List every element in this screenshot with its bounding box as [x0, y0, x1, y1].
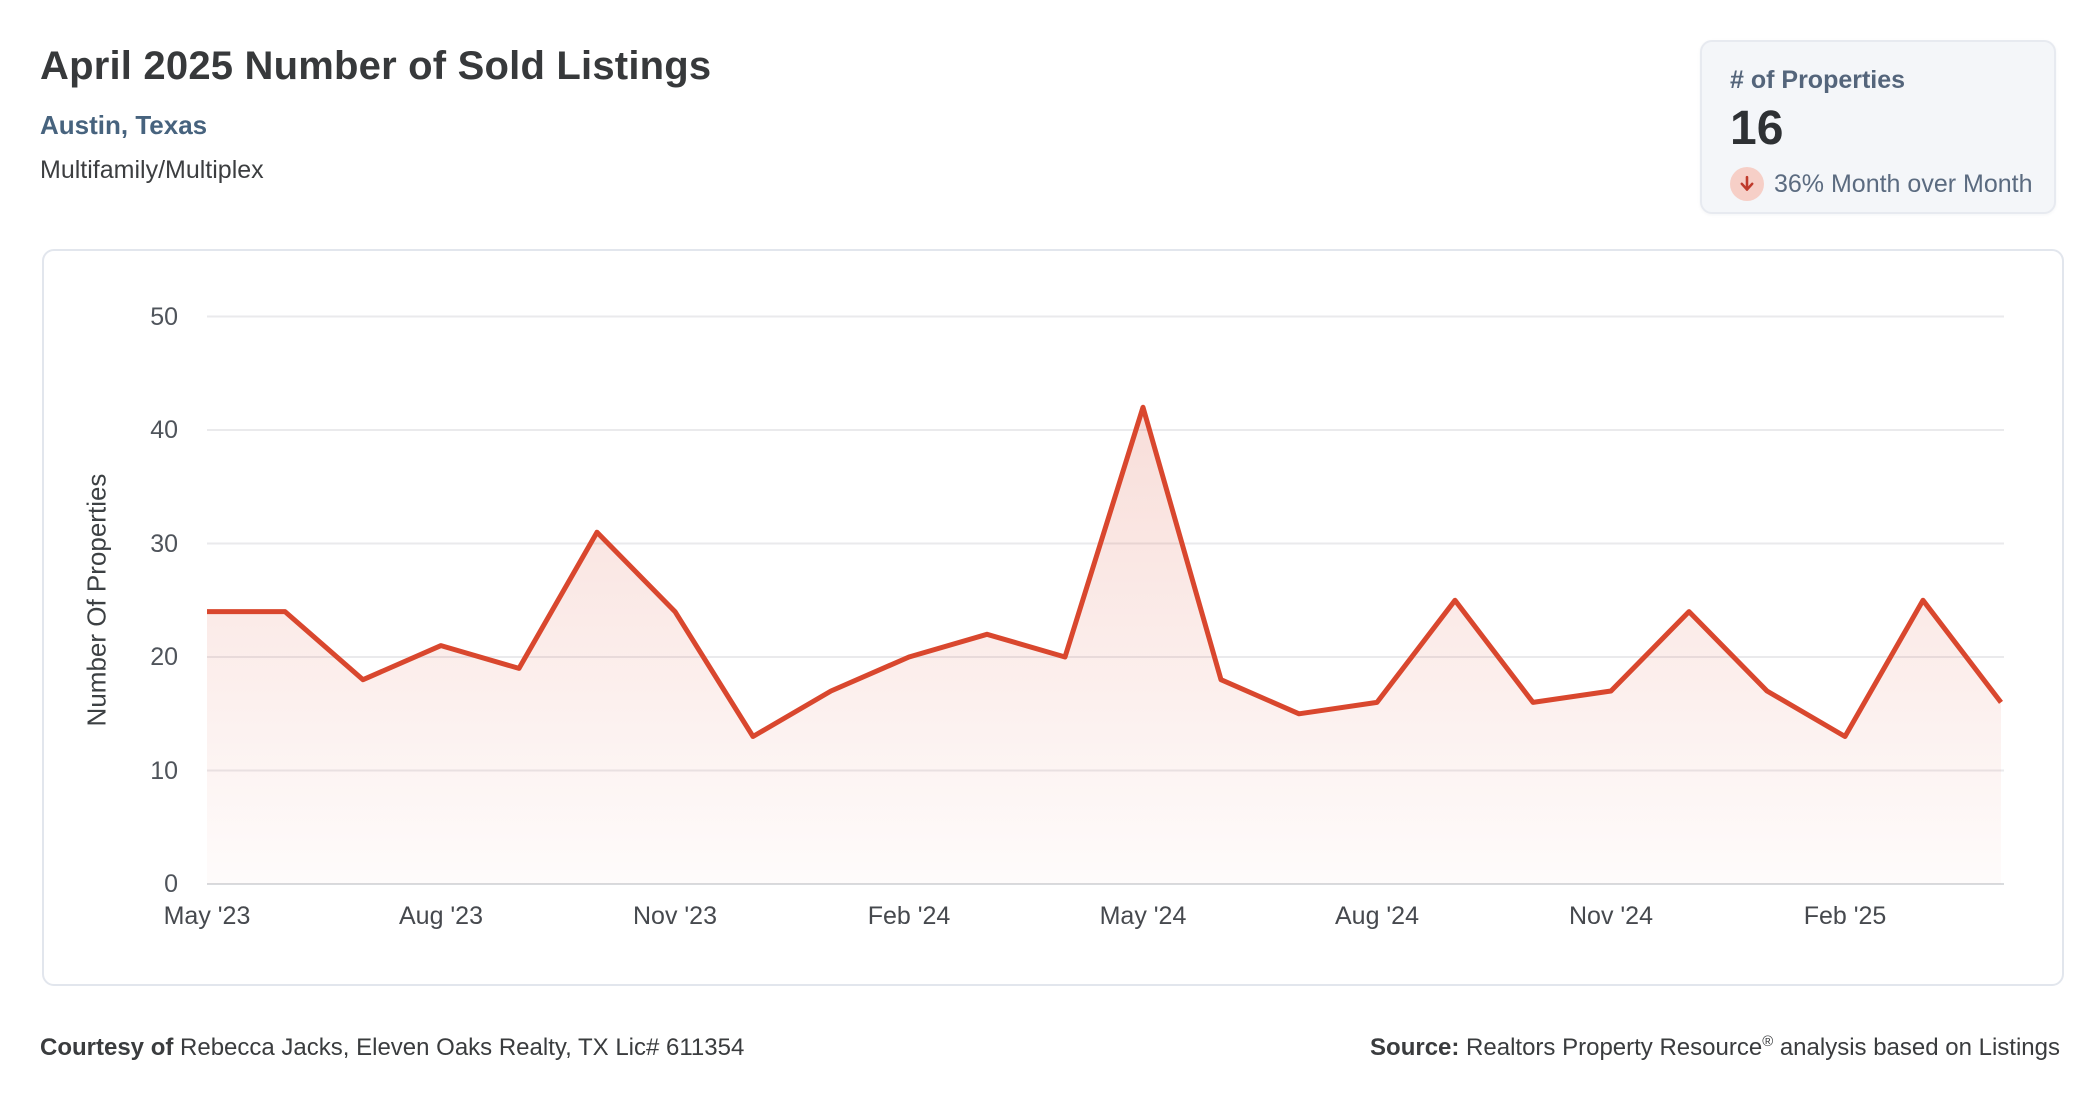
x-axis-tick-label: May '23: [163, 902, 251, 930]
y-axis-title: Number Of Properties: [81, 473, 112, 727]
location-subtitle: Austin, Texas: [40, 110, 208, 140]
x-axis-tick-label: May '24: [1099, 902, 1187, 930]
y-axis-tick-label: 20: [150, 643, 178, 671]
registered-trademark-symbol: ®: [1762, 1034, 1774, 1050]
x-axis-tick-label: Aug '23: [398, 902, 483, 930]
y-axis-tick-label: 0: [164, 870, 178, 898]
trend-text: 36% Month over Month: [1774, 169, 2033, 198]
source-note: Source: Realtors Property Resource® anal…: [1370, 1034, 2060, 1061]
x-axis-tick-label: Feb '24: [867, 902, 951, 930]
x-axis-tick-label: Nov '24: [1569, 902, 1653, 930]
properties-stat-card: # of Properties 16 36% Month over Month: [1700, 40, 2056, 214]
y-axis-tick-label: 10: [150, 756, 178, 785]
property-type-label: Multifamily/Multiplex: [40, 156, 264, 184]
y-axis-tick-label: 30: [150, 529, 178, 558]
y-axis-tick-label: 40: [150, 416, 178, 444]
courtesy-note: Courtesy of Rebecca Jacks, Eleven Oaks R…: [40, 1034, 745, 1061]
y-axis-tick-label: 50: [150, 302, 178, 331]
x-axis-tick-label: Nov '23: [633, 902, 717, 930]
x-axis-tick-label: Aug '24: [1334, 902, 1419, 930]
page-title: April 2025 Number of Sold Listings: [40, 44, 712, 88]
x-axis-tick-label: Feb '25: [1803, 902, 1887, 930]
down-arrow-icon: [1730, 167, 1764, 201]
stat-label: # of Properties: [1730, 66, 1906, 94]
chart-card: [42, 249, 2064, 986]
stat-trend-row: 36% Month over Month: [1730, 167, 2032, 201]
stat-value: 16: [1730, 102, 1784, 155]
